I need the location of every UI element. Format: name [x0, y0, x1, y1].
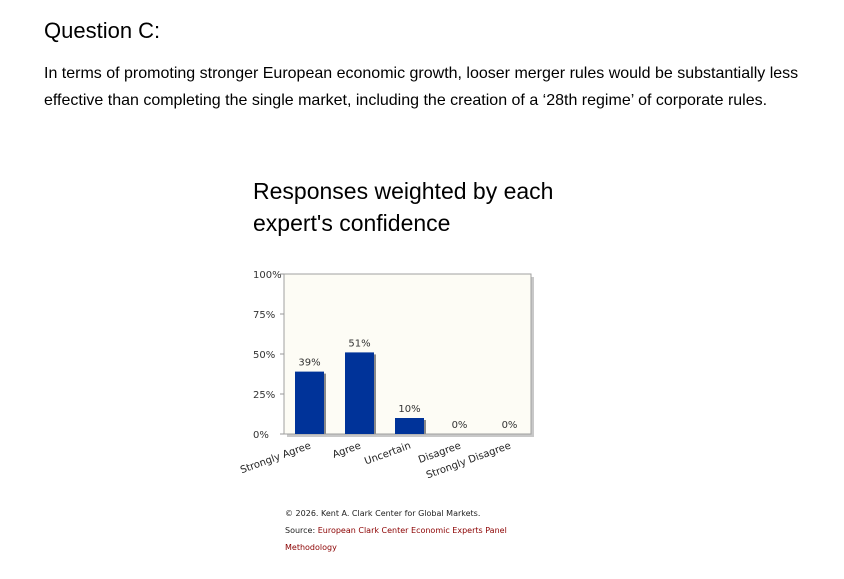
bar-value-label: 51%: [348, 338, 370, 349]
bar-value-label: 39%: [298, 358, 320, 369]
category-label: Strongly Disagree: [425, 440, 513, 481]
source-line: Source: European Clark Center Economic E…: [285, 526, 507, 535]
chart-title: Responses weighted by each expert's conf…: [253, 178, 554, 236]
source-link[interactable]: European Clark Center Economic Experts P…: [317, 526, 507, 535]
bar: [345, 352, 374, 434]
category-label: Uncertain: [363, 440, 412, 467]
y-tick-label: 75%: [253, 310, 275, 321]
y-tick-label: 50%: [253, 350, 275, 361]
question-text: In terms of promoting stronger European …: [44, 65, 799, 109]
bar-value-label: 10%: [398, 404, 420, 415]
category-label: Strongly Agree: [239, 440, 313, 476]
y-tick-label: 0%: [253, 430, 269, 441]
y-tick-label: 100%: [253, 270, 282, 281]
bar-value-label: 0%: [452, 420, 468, 431]
bar-value-label: 0%: [502, 420, 518, 431]
bar: [395, 418, 424, 434]
source-prefix: Source:: [285, 526, 318, 535]
bar: [295, 371, 324, 434]
y-tick-label: 25%: [253, 390, 275, 401]
question-heading: Question C:: [44, 18, 161, 43]
category-label: Agree: [331, 440, 362, 460]
copyright-text: © 2026. Kent A. Clark Center for Global …: [285, 509, 481, 518]
methodology-link[interactable]: Methodology: [285, 543, 337, 552]
